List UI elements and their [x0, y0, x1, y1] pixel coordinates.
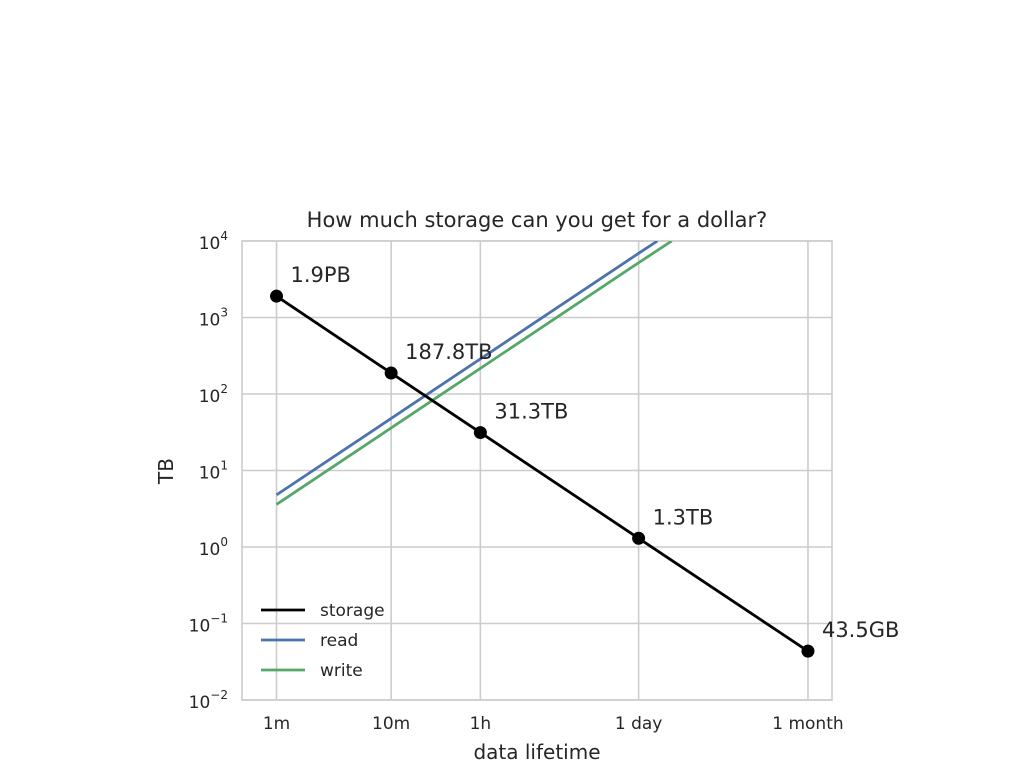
- data-label: 31.3TB: [494, 400, 568, 424]
- series-line-write: [275, 241, 673, 506]
- y-tick-label: 100: [199, 535, 228, 560]
- y-axis-label: TB: [154, 458, 178, 485]
- data-point: [384, 366, 398, 380]
- legend-label-storage: storage: [320, 601, 385, 621]
- legend: storage read write: [261, 601, 385, 681]
- y-axis-ticks: 10−2 10−1 100 101 102 103 104: [189, 229, 228, 713]
- annotations: 1.9PB 187.8TB 31.3TB 1.3TB 43.5GB: [291, 263, 900, 642]
- plot-frame: [241, 240, 833, 701]
- legend-label-write: write: [320, 661, 363, 681]
- chart-title: How much storage can you get for a dolla…: [307, 208, 768, 232]
- x-tick-label: 1 day: [615, 714, 663, 734]
- data-label: 1.3TB: [653, 505, 714, 529]
- data-point: [632, 531, 646, 545]
- series-line-read: [275, 241, 659, 497]
- x-axis-label: data lifetime: [473, 740, 600, 764]
- data-point: [473, 426, 487, 440]
- x-tick-label: 1 month: [772, 714, 843, 734]
- legend-label-read: read: [320, 631, 358, 651]
- series-line-storage: [275, 295, 809, 653]
- series-layer: [270, 241, 815, 658]
- y-tick-label: 10−1: [189, 612, 228, 637]
- x-tick-label: 1m: [263, 714, 290, 734]
- x-axis-ticks: 1m 10m 1h 1 day 1 month: [263, 714, 844, 734]
- data-label: 43.5GB: [822, 618, 899, 642]
- y-tick-label: 104: [199, 229, 228, 254]
- y-tick-label: 101: [199, 459, 228, 484]
- y-tick-label: 10−2: [189, 688, 228, 713]
- y-tick-label: 103: [199, 306, 228, 331]
- data-point: [270, 289, 284, 303]
- y-tick-label: 102: [199, 382, 228, 407]
- data-label: 187.8TB: [405, 340, 492, 364]
- x-tick-label: 10m: [372, 714, 410, 734]
- data-label: 1.9PB: [291, 263, 351, 287]
- data-point: [801, 644, 815, 658]
- x-tick-label: 1h: [470, 714, 492, 734]
